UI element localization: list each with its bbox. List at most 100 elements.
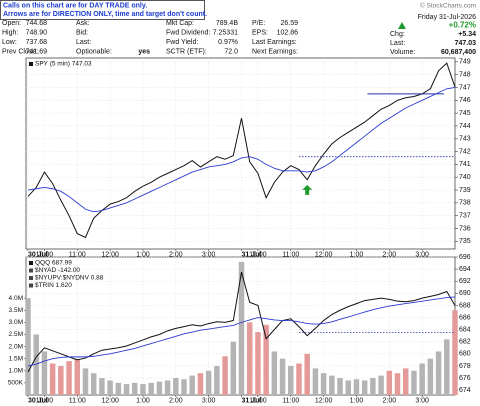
y-tick-label: 684 bbox=[459, 326, 471, 333]
y2-tick-label: 2.0M bbox=[9, 343, 23, 350]
quote-label: Optionable: bbox=[76, 48, 112, 55]
y-tick-label: 737 bbox=[459, 213, 471, 220]
y-tick-label: 742 bbox=[459, 148, 471, 155]
y-tick-label: 740 bbox=[459, 174, 471, 181]
volume-bar bbox=[370, 378, 376, 395]
y-tick-label: 748 bbox=[459, 72, 471, 79]
y2-tick-label: 4.0M bbox=[9, 295, 23, 302]
panel-frame bbox=[25, 57, 456, 250]
volume-bar bbox=[82, 368, 89, 395]
y-tick-label: 746 bbox=[459, 97, 471, 104]
volume-bar bbox=[378, 375, 384, 395]
volume-bar bbox=[353, 379, 360, 395]
volume-bar bbox=[214, 365, 220, 395]
y-tick-label: 678 bbox=[459, 363, 471, 370]
volume-bar bbox=[123, 384, 130, 395]
price-line bbox=[27, 62, 456, 239]
x-tick-label: 1:00 bbox=[136, 397, 150, 404]
volume-bar bbox=[304, 353, 310, 395]
y-tick-label: 743 bbox=[459, 136, 471, 143]
y-tick-label: 747 bbox=[459, 84, 471, 91]
volume-bar bbox=[58, 365, 64, 395]
quote-value: +5.34 bbox=[458, 31, 476, 38]
y-tick-label: 674 bbox=[459, 387, 471, 394]
indicator-label: $TRIN 1.620 bbox=[35, 282, 72, 289]
x-tick-label: 3:00 bbox=[202, 397, 216, 404]
y2-tick-label: 1.0M bbox=[9, 368, 23, 375]
y-tick-label: 682 bbox=[459, 339, 471, 346]
volume-bar bbox=[263, 324, 269, 395]
volume-bar bbox=[148, 382, 154, 395]
volume-bar bbox=[173, 378, 179, 395]
x-tick-label: 3:00 bbox=[415, 251, 429, 258]
x-tick-label: 2:00 bbox=[382, 397, 396, 404]
x-tick-label: 2:00 bbox=[169, 397, 183, 404]
volume-bar bbox=[140, 384, 146, 395]
y-tick-label: 680 bbox=[459, 351, 471, 358]
x-tick-label: 11:00 bbox=[69, 251, 86, 258]
volume-bar bbox=[288, 365, 294, 395]
quote-value: 741.69 bbox=[26, 48, 48, 55]
y-tick-label: 688 bbox=[459, 302, 471, 309]
y2-tick-label: 1.5M bbox=[9, 355, 23, 362]
quote-label: Last: bbox=[76, 39, 91, 46]
quote-label: P/E: bbox=[252, 20, 265, 27]
volume-bar bbox=[156, 381, 163, 395]
volume-bar bbox=[312, 368, 319, 395]
quote-label: Low: bbox=[2, 39, 17, 46]
x-tick-label: 1:00 bbox=[136, 251, 150, 258]
volume-bar bbox=[222, 356, 228, 395]
y-tick-label: 745 bbox=[459, 110, 471, 117]
quote-value: 747.03 bbox=[455, 40, 477, 47]
volume-bar bbox=[132, 382, 138, 395]
volume-bar bbox=[320, 373, 327, 395]
quote-value: 737.68 bbox=[26, 39, 48, 46]
volume-bar bbox=[49, 363, 56, 395]
legend-swatch bbox=[29, 283, 33, 288]
x-tick-label: 3:00 bbox=[415, 397, 429, 404]
x-tick-label: 10:00 bbox=[249, 397, 267, 404]
y2-tick-label: 2.5M bbox=[9, 331, 23, 338]
up-arrow-icon bbox=[398, 22, 406, 29]
x-tick-label: 12:00 bbox=[101, 397, 119, 404]
quote-label: Ask: bbox=[76, 20, 90, 27]
y-tick-label: 696 bbox=[459, 254, 471, 261]
legend-swatch bbox=[29, 62, 33, 66]
y-tick-label: 744 bbox=[459, 123, 471, 130]
notice-box bbox=[0, 0, 205, 20]
quote-value: 102.86 bbox=[277, 29, 299, 36]
volume-bar bbox=[189, 375, 195, 395]
x-tick-label: 31 Jul bbox=[242, 397, 262, 404]
legend-swatch bbox=[29, 276, 33, 280]
x-tick-label: 11:00 bbox=[282, 397, 299, 404]
quote-value: 0.97% bbox=[218, 39, 238, 46]
quote-value: yes bbox=[138, 48, 150, 55]
notice-line: Arrows are for DIRECTION ONLY, time and … bbox=[3, 11, 207, 18]
x-tick-label: 11:00 bbox=[282, 251, 299, 258]
volume-bar bbox=[238, 261, 245, 395]
quote-label: Volume: bbox=[390, 49, 415, 56]
volume-bar bbox=[386, 370, 393, 395]
volume-bar bbox=[255, 332, 261, 395]
y-tick-label: 694 bbox=[459, 266, 471, 273]
quote-value: 748.90 bbox=[26, 29, 48, 36]
volume-bar bbox=[402, 368, 409, 395]
legend-label: QQQ 687.99 bbox=[35, 260, 72, 267]
quote-label: High: bbox=[2, 29, 18, 36]
volume-bar bbox=[181, 379, 187, 395]
x-tick-label: 1:00 bbox=[350, 397, 364, 404]
volume-bar bbox=[427, 358, 434, 395]
x-tick-label: 12:00 bbox=[315, 251, 333, 258]
volume-bar bbox=[107, 380, 113, 395]
x-tick-label: 30 Jul bbox=[28, 251, 48, 258]
price-line bbox=[27, 271, 456, 373]
x-tick-label: 31 Jul bbox=[242, 251, 262, 258]
volume-bar bbox=[419, 363, 425, 395]
quote-value: 789.4B bbox=[216, 20, 239, 27]
quote-label: Next Earnings: bbox=[252, 48, 298, 55]
quote-label: Last: bbox=[390, 40, 405, 47]
legend-label: SPY (5 min) 747.03 bbox=[35, 61, 92, 68]
quote-value: 744.68 bbox=[26, 20, 48, 27]
volume-bar bbox=[411, 370, 417, 395]
